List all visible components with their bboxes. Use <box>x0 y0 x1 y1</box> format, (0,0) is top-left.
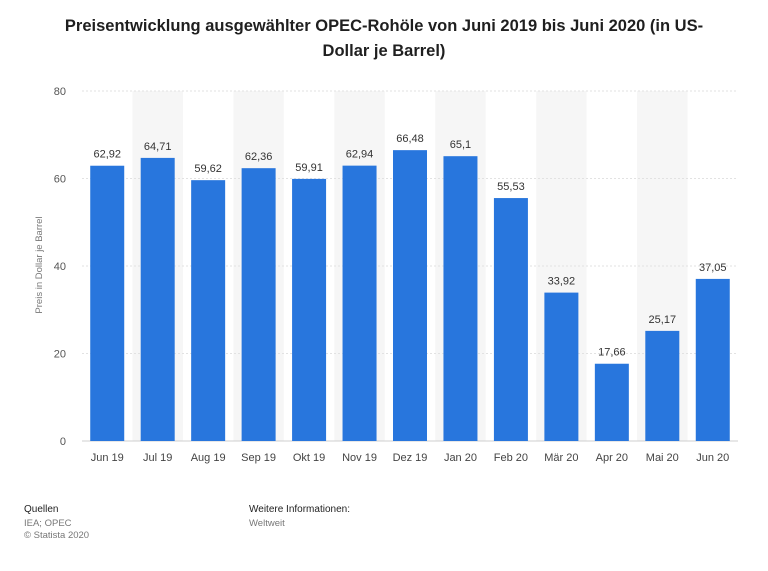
x-tick-label: Dez 19 <box>393 452 428 464</box>
bar-value-label: 33,92 <box>548 276 576 288</box>
bar[interactable] <box>292 178 327 442</box>
x-tick-label: Jul 19 <box>143 452 172 464</box>
y-tick-label: 80 <box>54 86 66 98</box>
bar-value-label: 55,53 <box>497 181 525 193</box>
chart-title-line-1: Preisentwicklung ausgewählter OPEC-Rohöl… <box>64 17 704 35</box>
bar[interactable] <box>90 165 125 441</box>
bar[interactable] <box>241 168 276 442</box>
info-value: Weltweit <box>249 518 285 529</box>
x-tick-label: Jan 20 <box>444 452 477 464</box>
bar-value-label: 62,94 <box>346 149 374 161</box>
info-label: Weitere Informationen: <box>249 504 350 515</box>
bar[interactable] <box>342 165 377 441</box>
bar-value-label: 65,1 <box>450 139 471 151</box>
bar[interactable] <box>594 363 629 441</box>
x-tick-label: Nov 19 <box>342 452 377 464</box>
bar[interactable] <box>695 278 730 441</box>
x-tick-label: Feb 20 <box>494 452 528 464</box>
bar[interactable] <box>393 150 427 441</box>
chart-title: Preisentwicklung ausgewählter OPEC-Rohöl… <box>40 14 728 64</box>
x-tick-label: Apr 20 <box>596 452 628 464</box>
bar-value-label: 37,05 <box>699 262 727 274</box>
sources-label: Quellen <box>24 504 59 515</box>
bar[interactable] <box>493 198 528 441</box>
sources-line-1: IEA; OPEC <box>24 518 72 529</box>
bar-value-label: 25,17 <box>649 314 677 326</box>
y-tick-label: 0 <box>60 436 66 448</box>
bar[interactable] <box>544 292 579 441</box>
bar-value-label: 64,71 <box>144 141 172 153</box>
chart-title-line-2: Dollar je Barrel) <box>322 42 446 60</box>
bar[interactable] <box>443 156 478 441</box>
x-tick-label: Mär 20 <box>544 452 578 464</box>
y-tick-label: 60 <box>54 174 66 186</box>
x-tick-label: Sep 19 <box>241 452 276 464</box>
bar-value-label: 17,66 <box>598 347 626 359</box>
bar-value-label: 66,48 <box>396 133 424 145</box>
bar[interactable] <box>140 157 175 442</box>
bar[interactable] <box>191 180 226 441</box>
x-tick-label: Okt 19 <box>293 452 325 464</box>
y-tick-label: 20 <box>54 349 66 361</box>
bar-value-label: 62,92 <box>93 149 121 161</box>
x-tick-label: Mai 20 <box>646 452 679 464</box>
bar-value-label: 59,91 <box>295 162 323 174</box>
bar-value-label: 62,36 <box>245 151 273 163</box>
x-tick-label: Jun 19 <box>91 452 124 464</box>
copyright[interactable]: © Statista 2020 <box>24 530 90 541</box>
x-tick-label: Jun 20 <box>696 452 729 464</box>
bar[interactable] <box>645 330 680 441</box>
bar-value-label: 59,62 <box>194 163 222 175</box>
x-tick-label: Aug 19 <box>191 452 226 464</box>
y-axis-label: Preis in Dollar je Barrel <box>34 216 45 313</box>
y-tick-label: 40 <box>54 261 66 273</box>
